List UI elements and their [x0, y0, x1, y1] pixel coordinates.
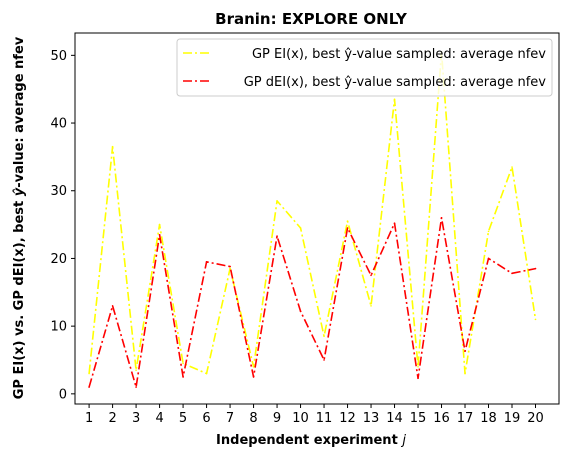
- x-tick-label: 5: [179, 411, 187, 426]
- data-point: [135, 369, 137, 371]
- x-tick-label: 20: [527, 411, 544, 426]
- data-point: [205, 261, 208, 263]
- series-line-1: [88, 51, 537, 375]
- data-point: [276, 200, 278, 202]
- data-point: [276, 235, 278, 237]
- data-point: [323, 359, 325, 361]
- x-tick-label: 4: [155, 411, 163, 426]
- data-point: [111, 305, 114, 307]
- y-tick-label: 50: [50, 49, 67, 64]
- data-point: [487, 230, 490, 233]
- data-point: [299, 227, 302, 229]
- y-tick-label: 30: [50, 184, 67, 199]
- x-tick-label: 11: [316, 411, 333, 426]
- data-point: [440, 217, 443, 219]
- y-tick-label: 40: [50, 117, 67, 132]
- data-point: [111, 145, 114, 148]
- data-point: [323, 335, 325, 338]
- data-point: [393, 98, 396, 101]
- x-tick-label: 6: [202, 411, 210, 426]
- x-axis-title: Independent experiment j: [216, 433, 406, 448]
- data-point: [370, 274, 372, 277]
- data-point: [158, 233, 161, 236]
- legend-label-2: GP dEI(x), best ŷ-value sampled: average…: [244, 75, 547, 90]
- x-axis: 1 2 3 4 5 6 7 8 9 10 11 12 13 14 15 16 17 18 19 20: [85, 404, 544, 426]
- data-point: [534, 267, 537, 270]
- data-point: [370, 305, 372, 307]
- data-point: [229, 267, 231, 270]
- data-point: [158, 223, 161, 226]
- y-tick-label: 0: [59, 387, 67, 402]
- x-tick-label: 15: [410, 411, 427, 426]
- y-tick-label: 10: [50, 320, 67, 335]
- data-point: [182, 362, 184, 365]
- data-point: [182, 376, 184, 378]
- x-tick-label: 9: [273, 411, 281, 426]
- x-tick-label: 3: [132, 411, 140, 426]
- data-point: [393, 222, 396, 225]
- x-tick-label: 13: [363, 411, 380, 426]
- x-tick-label: 1: [85, 411, 93, 426]
- x-tick-label: 16: [433, 411, 450, 426]
- data-point: [417, 377, 419, 380]
- data-point: [299, 310, 302, 313]
- data-point: [534, 318, 537, 321]
- legend-box: [176, 38, 553, 97]
- x-tick-label: 2: [108, 411, 116, 426]
- data-point: [346, 220, 349, 223]
- data-point: [487, 257, 490, 260]
- chart-title: Branin: EXPLORE ONLY: [215, 10, 408, 28]
- x-tick-label: 12: [339, 411, 356, 426]
- data-point: [417, 365, 419, 368]
- data-point: [135, 386, 137, 388]
- legend: GP EI(x), best ŷ-value sampled: average …: [176, 38, 553, 97]
- legend-label-1: GP EI(x), best ŷ-value sampled: average …: [252, 47, 546, 62]
- data-point: [205, 372, 208, 375]
- data-point: [88, 386, 90, 388]
- data-point: [229, 265, 231, 268]
- data-point: [252, 365, 255, 368]
- y-tick-label: 20: [50, 252, 67, 267]
- x-tick-label: 17: [457, 411, 474, 426]
- data-point: [346, 227, 349, 229]
- data-point: [88, 372, 90, 375]
- series-layer: [88, 51, 537, 388]
- x-tick-label: 8: [249, 411, 257, 426]
- x-tick-label: 7: [226, 411, 234, 426]
- x-tick-label: 18: [480, 411, 497, 426]
- data-point: [252, 376, 255, 378]
- data-point: [511, 166, 513, 168]
- data-point: [464, 372, 466, 375]
- y-axis-title: GP EI(x) vs. GP dEI(x), best ŷ-value: av…: [12, 36, 27, 399]
- series-line-2: [88, 217, 536, 388]
- x-tick-label: 19: [504, 411, 521, 426]
- x-tick-label: 10: [292, 411, 309, 426]
- data-point: [464, 350, 466, 352]
- data-point: [511, 272, 513, 275]
- y-axis: 0 10 20 30 40 50: [50, 49, 75, 402]
- plot-area: [74, 32, 560, 405]
- x-tick-label: 14: [386, 411, 403, 426]
